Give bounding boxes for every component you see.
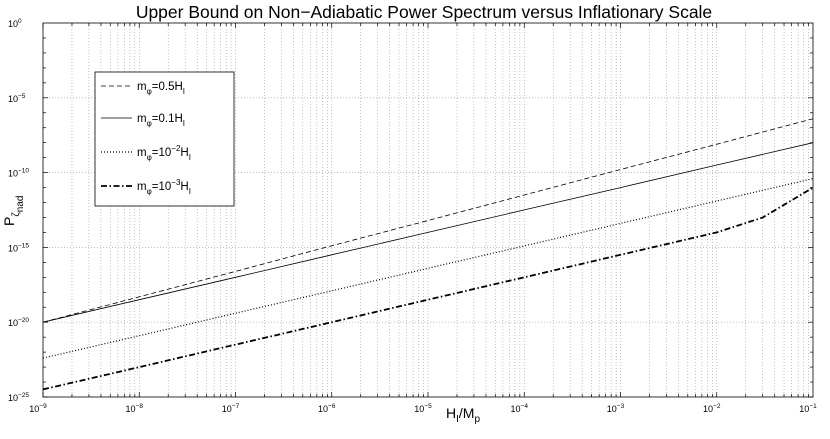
x-tick-label-exponent: −9 bbox=[39, 403, 47, 410]
y-tick-label: 10−25 bbox=[8, 392, 29, 403]
y-tick-label-exponent: −10 bbox=[18, 168, 29, 175]
y-tick-label: 100 bbox=[8, 18, 22, 29]
y-tick-label: 10−5 bbox=[8, 93, 26, 104]
legend-text-exponent: −3 bbox=[171, 178, 181, 187]
legend-text-h: H bbox=[180, 181, 188, 193]
x-tick-label-base: 10 bbox=[703, 404, 713, 414]
legend-text-i: I bbox=[183, 119, 185, 128]
x-tick-label-base: 10 bbox=[126, 404, 136, 414]
legend-text-h: H bbox=[180, 147, 188, 159]
y-axis-label-sub: ζ bbox=[11, 212, 22, 217]
legend-text-phi: φ bbox=[147, 119, 152, 128]
legend-text-m: m bbox=[137, 181, 147, 193]
chart-title: Upper Bound on Non−Adiabatic Power Spect… bbox=[136, 2, 712, 22]
y-tick-label-exponent: −15 bbox=[18, 242, 29, 249]
legend-box bbox=[94, 71, 235, 207]
x-axis-label-sub2: p bbox=[474, 414, 480, 425]
x-tick-label: 10−6 bbox=[318, 403, 336, 414]
x-tick-label-base: 10 bbox=[607, 404, 617, 414]
series-group bbox=[42, 118, 814, 391]
y-axis-label-subsub: nad bbox=[15, 196, 26, 213]
x-axis-label-sub: I bbox=[456, 414, 459, 425]
y-tick-label-exponent: −25 bbox=[18, 392, 29, 399]
y-tick-label: 10−20 bbox=[8, 317, 29, 328]
legend-label-4: mφ=10−3HI bbox=[137, 178, 191, 196]
x-tick-label: 10−3 bbox=[607, 403, 625, 414]
y-tick-label-base: 10 bbox=[8, 94, 18, 104]
legend-text-mid: =0.5H bbox=[152, 81, 183, 93]
legend-label-2: mφ=0.1HI bbox=[137, 113, 185, 128]
y-tick-label-base: 10 bbox=[8, 318, 18, 328]
y-tick-label-base: 10 bbox=[8, 19, 18, 29]
x-tick-label-exponent: −2 bbox=[713, 403, 721, 410]
y-tick-label-exponent: 0 bbox=[18, 18, 22, 25]
y-tick-label: 10−15 bbox=[8, 242, 29, 253]
x-axis-label-base: H bbox=[446, 405, 456, 421]
x-tick-label-base: 10 bbox=[318, 404, 328, 414]
x-tick-label: 10−8 bbox=[126, 403, 144, 414]
x-tick-label-base: 10 bbox=[414, 404, 424, 414]
series-line-4 bbox=[42, 186, 814, 391]
grid bbox=[43, 23, 813, 397]
y-tick-label-exponent: −5 bbox=[18, 93, 26, 100]
legend-text-i: I bbox=[189, 187, 191, 196]
legend-text-exponent: −2 bbox=[171, 144, 181, 153]
y-tick-label-base: 10 bbox=[8, 393, 18, 403]
legend-text-phi: φ bbox=[147, 187, 152, 196]
x-tick-label-exponent: −4 bbox=[521, 403, 529, 410]
legend-text-m: m bbox=[137, 113, 147, 125]
legend-text-phi: φ bbox=[147, 87, 152, 96]
x-tick-label: 10−2 bbox=[703, 403, 721, 414]
legend-label-1: mφ=0.5HI bbox=[137, 81, 185, 96]
y-tick-label-exponent: −20 bbox=[18, 317, 29, 324]
legend-text-phi: φ bbox=[147, 153, 152, 162]
ticks: 10−9 10−8 10−7 10−6 10−5 10−4 10−3 10−2 10−11001… bbox=[8, 18, 817, 414]
x-tick-label-exponent: −8 bbox=[136, 403, 144, 410]
x-tick-label-exponent: −6 bbox=[328, 403, 336, 410]
legend-label-3: mφ=10−2HI bbox=[137, 144, 191, 162]
legend-text-mid: =10 bbox=[152, 147, 172, 159]
y-axis-label: Pζnad bbox=[1, 196, 26, 226]
x-tick-label: 10−7 bbox=[222, 403, 240, 414]
x-tick-label-exponent: −7 bbox=[232, 403, 240, 410]
y-axis-label-base: P bbox=[1, 217, 17, 226]
y-tick-label: 10−10 bbox=[8, 168, 29, 179]
series-line-2 bbox=[42, 142, 814, 323]
series-line-1 bbox=[42, 118, 814, 323]
y-tick-label-base: 10 bbox=[8, 243, 18, 253]
x-tick-label: 10−9 bbox=[29, 403, 47, 414]
legend-text-mid: =10 bbox=[152, 181, 172, 193]
x-tick-label: 10−1 bbox=[799, 403, 817, 414]
legend-text-i: I bbox=[189, 153, 191, 162]
x-tick-label-base: 10 bbox=[29, 404, 39, 414]
x-tick-label-base: 10 bbox=[799, 404, 809, 414]
y-tick-label-base: 10 bbox=[8, 169, 18, 179]
x-tick-label-base: 10 bbox=[511, 404, 521, 414]
legend-text-m: m bbox=[137, 147, 147, 159]
x-axis-label: HI/Mp bbox=[446, 405, 480, 425]
legend-text-i: I bbox=[183, 87, 185, 96]
legend-text-m: m bbox=[137, 81, 147, 93]
x-tick-label-exponent: −3 bbox=[617, 403, 625, 410]
x-tick-label-base: 10 bbox=[222, 404, 232, 414]
x-axis-label-rest: /M bbox=[459, 405, 475, 421]
legend-text-mid: =0.1H bbox=[152, 113, 183, 125]
x-tick-label: 10−4 bbox=[511, 403, 529, 414]
x-tick-label-exponent: −5 bbox=[424, 403, 432, 410]
x-tick-label-exponent: −1 bbox=[809, 403, 817, 410]
x-tick-label: 10−5 bbox=[414, 403, 432, 414]
